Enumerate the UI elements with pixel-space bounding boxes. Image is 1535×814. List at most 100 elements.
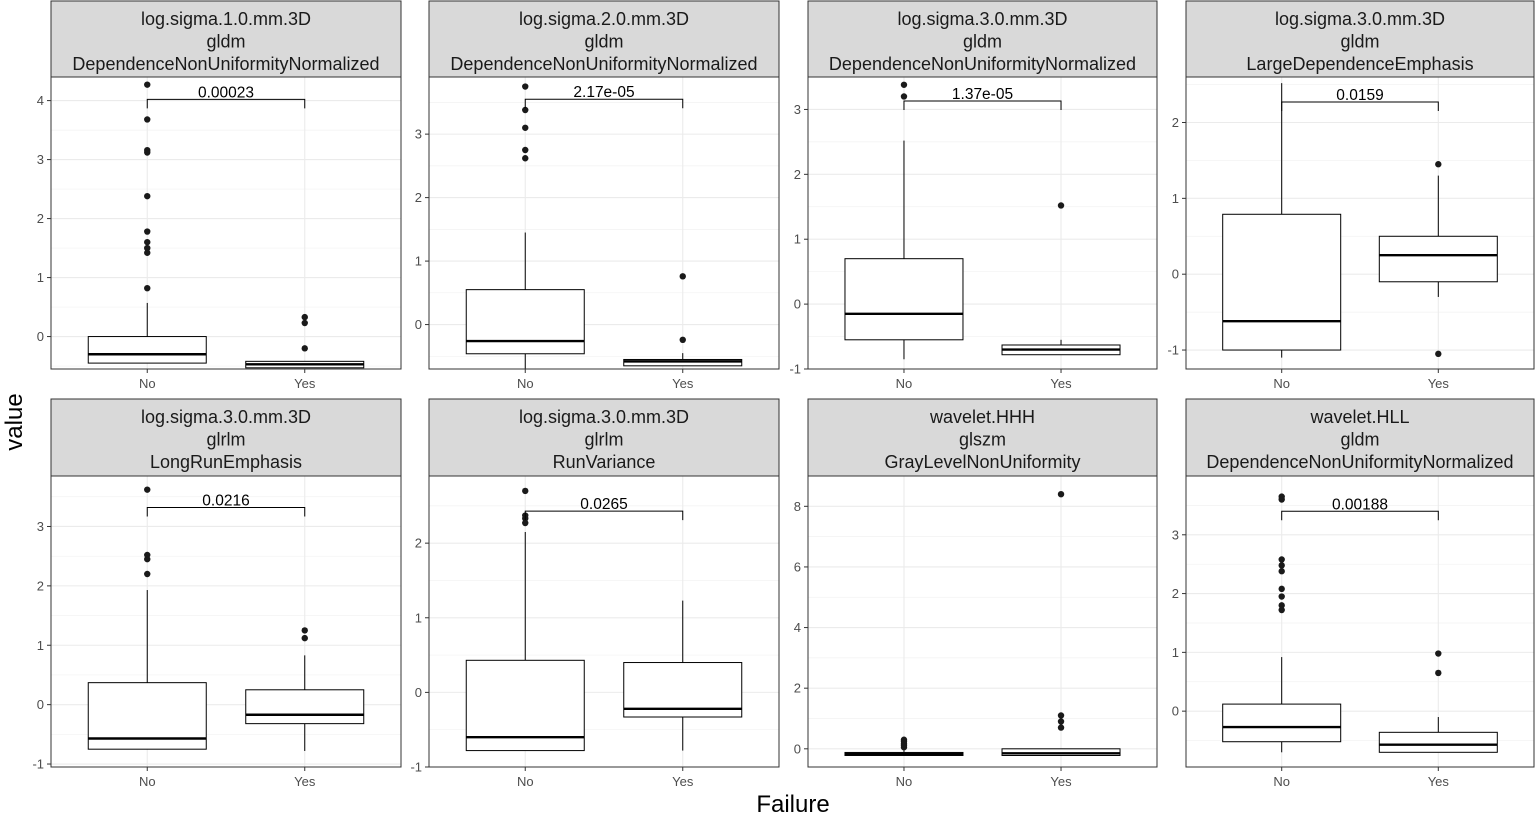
panel-3: log.sigma.3.0.mm.3D gldmDependenceNonUnif… — [789, 0, 1158, 391]
y-tick-label: 2 — [1172, 115, 1179, 130]
box-no — [465, 487, 585, 752]
outlier-point — [1057, 712, 1065, 719]
panel-2: log.sigma.2.0.mm.3D gldmDependenceNonUnif… — [415, 0, 780, 391]
strip-title-line: wavelet.HHH — [929, 407, 1035, 427]
box-no — [87, 81, 207, 364]
panel-1: log.sigma.1.0.mm.3D gldmDependenceNonUnif… — [37, 0, 402, 391]
y-tick-label: 0 — [37, 697, 44, 712]
panel-8: wavelet.HLL gldmDependenceNonUniformityNo… — [1172, 398, 1535, 789]
outlier-point — [1278, 593, 1285, 600]
outlier-point — [144, 228, 151, 235]
y-tick-label: 0 — [37, 329, 44, 344]
y-tick-label: 4 — [794, 620, 801, 635]
strip-title-line: LongRunEmphasis — [150, 452, 302, 472]
box-no — [844, 736, 964, 756]
x-tick-label: No — [896, 376, 913, 391]
y-tick-label: 2 — [37, 578, 44, 593]
outlier-point — [1057, 490, 1065, 498]
y-tick-label: 2 — [1172, 586, 1179, 601]
x-tick-label: No — [517, 774, 534, 789]
significance-bracket — [146, 506, 306, 517]
iqr-box — [1001, 748, 1121, 756]
y-tick-label: 0 — [415, 317, 422, 332]
x-axis-title: Failure — [756, 791, 829, 814]
outlier-point — [301, 634, 308, 642]
box-yes — [245, 627, 365, 751]
outlier-point — [1278, 568, 1285, 575]
y-tick-label: 1 — [415, 610, 422, 625]
strip-header — [428, 0, 780, 78]
box-yes — [1001, 202, 1121, 356]
iqr-box — [465, 659, 585, 752]
strip-title-line: gldm — [1340, 32, 1379, 52]
outlier-point — [1435, 650, 1442, 657]
iqr-box — [844, 258, 964, 341]
strip-title-line: log.sigma.3.0.mm.3D — [897, 9, 1067, 29]
box-no — [465, 83, 585, 369]
iqr-box — [1222, 213, 1342, 351]
p-value-label: 0.00023 — [198, 84, 254, 101]
outlier-point — [1278, 585, 1285, 593]
panel-background — [51, 77, 401, 369]
outlier-point — [144, 146, 151, 154]
x-tick-label: Yes — [294, 774, 316, 789]
x-tick-label: Yes — [1428, 774, 1450, 789]
iqr-box — [465, 289, 585, 355]
p-value-label: 2.17e-05 — [573, 84, 634, 101]
significance-bracket — [146, 98, 306, 109]
significance-bracket — [1281, 510, 1439, 521]
strip-title-line: gldm — [584, 32, 623, 52]
strip-title-line: DependenceNonUniformityNormalized — [72, 54, 379, 74]
panel-frame — [1185, 475, 1535, 768]
box-no — [1222, 493, 1342, 753]
box-yes — [1001, 490, 1121, 756]
panel-frame — [50, 76, 402, 370]
box-yes — [1378, 650, 1498, 753]
outlier-point — [301, 627, 308, 634]
x-tick-label: Yes — [1050, 376, 1072, 391]
panel-frame — [428, 475, 780, 768]
y-tick-label: 0 — [1172, 704, 1179, 719]
x-tick-label: No — [517, 376, 534, 391]
panel-frame — [807, 475, 1158, 768]
strip-header — [807, 0, 1158, 78]
y-tick-label: 3 — [1172, 527, 1179, 542]
outlier-point — [522, 155, 529, 162]
strip-title-line: glrlm — [585, 430, 624, 450]
strip-title-line: gldm — [1340, 430, 1379, 450]
outlier-point — [522, 124, 529, 131]
significance-bracket — [903, 100, 1062, 111]
y-tick-label: 1 — [415, 254, 422, 269]
box-no — [87, 486, 207, 750]
y-tick-label: 2 — [415, 536, 422, 551]
iqr-box — [1378, 235, 1498, 283]
p-value-label: 0.0159 — [1336, 87, 1383, 104]
y-tick-label: -1 — [1167, 343, 1179, 358]
strip-title-line: log.sigma.3.0.mm.3D — [141, 407, 311, 427]
outlier-point — [522, 106, 529, 114]
outlier-point — [522, 487, 529, 495]
y-tick-label: 0 — [415, 685, 422, 700]
strip-header — [50, 0, 402, 78]
strip-title-line: LargeDependenceEmphasis — [1246, 54, 1473, 74]
x-tick-label: Yes — [1050, 774, 1072, 789]
strip-header — [807, 398, 1158, 477]
significance-bracket — [524, 98, 684, 109]
y-tick-label: 1 — [794, 232, 801, 247]
outlier-point — [144, 284, 151, 292]
y-tick-label: 2 — [794, 167, 801, 182]
outlier-point — [679, 273, 686, 280]
y-tick-label: 1 — [37, 270, 44, 285]
y-tick-label: 6 — [794, 559, 801, 574]
outlier-point — [1278, 556, 1285, 563]
x-tick-label: No — [1273, 774, 1290, 789]
outlier-point — [301, 345, 308, 352]
iqr-box — [1222, 703, 1342, 743]
outlier-point — [900, 736, 908, 743]
outlier-point — [301, 313, 308, 321]
panel-frame — [428, 76, 780, 370]
strip-title-line: gldm — [963, 32, 1002, 52]
y-tick-label: 1 — [37, 638, 44, 653]
outlier-point — [1057, 202, 1065, 209]
